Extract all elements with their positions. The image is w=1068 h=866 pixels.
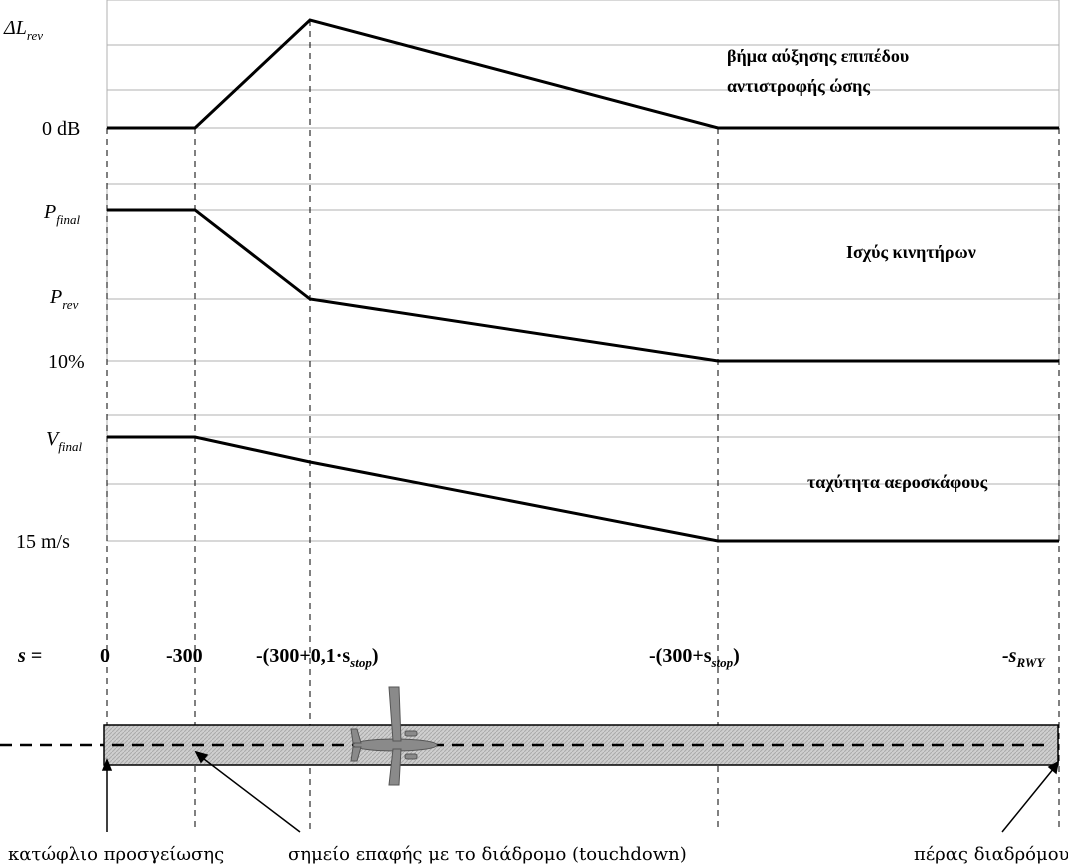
y-label-10pct: 10% xyxy=(48,351,85,373)
vertical-guides xyxy=(106,20,1060,830)
engine-power-title: Ισχύς κινητήρων xyxy=(846,242,976,262)
y-label-p-final: Pfinal xyxy=(43,201,80,227)
runway-end-label: πέρας διαδρόμου xyxy=(914,844,1068,865)
reverse-step-title-1: βήμα αύξησης επιπέδου xyxy=(727,46,909,67)
engine-power-curve xyxy=(107,208,1059,363)
y-label-0db: 0 dB xyxy=(42,118,80,140)
reverse-step-title-2: αντιστροφής ώσης xyxy=(727,76,870,96)
threshold-label: κατώφλιο προσγείωσης xyxy=(8,844,224,865)
s-axis: s = 0 -300 -(300+0,1·sstop) -(300+sstop)… xyxy=(17,645,1045,670)
runway-end-pointer xyxy=(1001,767,1055,833)
runway xyxy=(0,724,1059,766)
s-tick-stop: -(300+sstop) xyxy=(649,645,740,670)
y-label-15ms: 15 m/s xyxy=(16,531,70,553)
airplane-icon xyxy=(350,686,438,786)
y-labels: ΔLrev 0 dB Pfinal Prev 10% Vfinal 15 m/s xyxy=(3,17,85,553)
s-tick-touchdown: -(300+0,1·sstop) xyxy=(256,645,379,670)
reverse-step-curve xyxy=(107,18,1059,130)
y-label-p-rev: Prev xyxy=(49,286,79,312)
y-label-v-final: Vfinal xyxy=(46,428,82,454)
panel-frames xyxy=(106,0,1060,542)
runway-end-arrowhead xyxy=(1047,760,1060,775)
aircraft-speed-title: ταχύτητα αεροσκάφους xyxy=(807,472,988,492)
s-axis-label: s = xyxy=(17,645,42,667)
touchdown-arrowhead xyxy=(194,750,209,764)
s-tick-rwy: -sRWY xyxy=(1002,645,1045,670)
s-tick-0: 0 xyxy=(100,645,110,667)
s-tick-300: -300 xyxy=(166,645,203,667)
y-label-delta-l: ΔLrev xyxy=(3,17,43,43)
aircraft-speed-curve xyxy=(107,435,1059,543)
threshold-arrowhead xyxy=(101,757,113,771)
touchdown-pointer xyxy=(199,755,301,833)
touchdown-label: σημείο επαφής με το διάδρομο (touchdown) xyxy=(288,844,687,865)
